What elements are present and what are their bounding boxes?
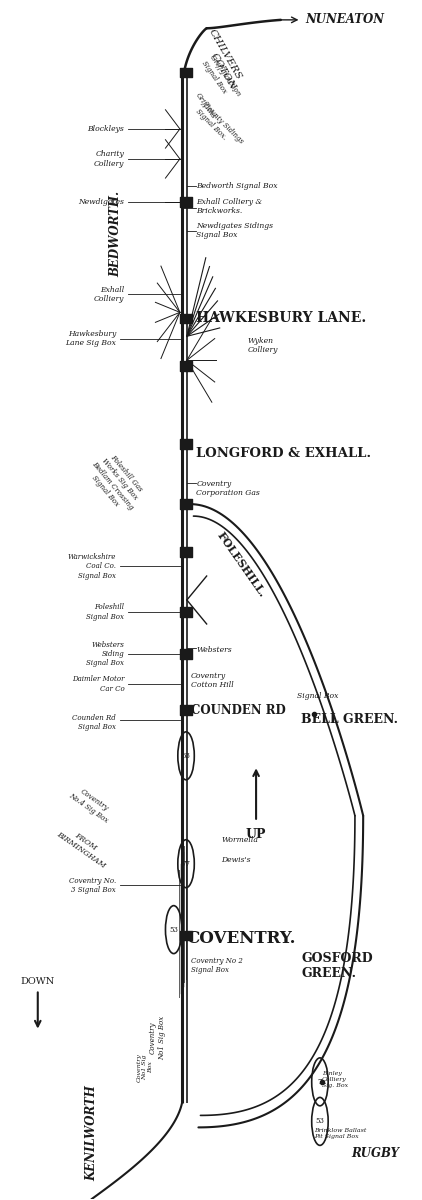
Text: COUNDEN RD: COUNDEN RD — [191, 703, 286, 716]
Text: Coventry
No1 Sig Box: Coventry No1 Sig Box — [149, 1015, 166, 1060]
Text: Websters
Siding
Signal Box: Websters Siding Signal Box — [86, 641, 124, 667]
Text: FOLESHILL.: FOLESHILL. — [215, 529, 268, 599]
Text: Foleshill Gas
Works Sig Box
Bedlam Crossing
Signal Box: Foleshill Gas Works Sig Box Bedlam Cross… — [83, 448, 149, 517]
Text: Wyken
Colliery: Wyken Colliery — [248, 337, 278, 354]
Text: Coventry
No1 Sig
Box: Coventry No1 Sig Box — [137, 1054, 153, 1082]
Text: FROM
BIRMINGHAM: FROM BIRMINGHAM — [54, 822, 112, 869]
Text: NUNEATON: NUNEATON — [306, 13, 384, 26]
Text: Griff Junction
Signal Box: Griff Junction Signal Box — [200, 54, 242, 103]
Text: Charity
Colliery: Charity Colliery — [94, 150, 124, 168]
Text: Coventry
No.4 Sig Box: Coventry No.4 Sig Box — [68, 784, 115, 824]
Text: Warwickshire
Coal Co.
Signal Box: Warwickshire Coal Co. Signal Box — [68, 553, 116, 580]
Text: Coventry
Corporation Gas: Coventry Corporation Gas — [196, 480, 260, 497]
Text: Coventry
Cotton Hill: Coventry Cotton Hill — [191, 672, 234, 689]
Text: Brinklow Ballast
Pit Signal Box: Brinklow Ballast Pit Signal Box — [314, 1128, 366, 1139]
Text: BEDWORTH.: BEDWORTH. — [110, 191, 122, 277]
Text: Binley
Colliery
Sig. Box: Binley Colliery Sig. Box — [322, 1072, 348, 1087]
Text: Bedworth Signal Box: Bedworth Signal Box — [196, 182, 278, 191]
Text: Griffiths: Griffiths — [193, 91, 217, 121]
Text: Counden Rd
Signal Box: Counden Rd Signal Box — [72, 714, 116, 731]
Text: Daimler Motor
Car Co: Daimler Motor Car Co — [72, 676, 124, 692]
Text: 63: 63 — [181, 752, 190, 760]
Text: Websters: Websters — [196, 647, 232, 654]
Text: County Sidings
Signal Box.: County Sidings Signal Box. — [194, 101, 245, 151]
Text: Blockleys: Blockleys — [87, 125, 124, 133]
Text: CHILVERS: CHILVERS — [207, 28, 243, 82]
Text: 53: 53 — [316, 1117, 325, 1126]
Text: 77: 77 — [181, 859, 191, 868]
Text: Signal Box: Signal Box — [297, 692, 338, 700]
Text: UP: UP — [246, 828, 266, 841]
Text: Newdigates Sidings
Signal Box: Newdigates Sidings Signal Box — [196, 222, 273, 240]
Text: Wormella: Wormella — [221, 835, 258, 844]
Text: 7: 7 — [318, 1078, 322, 1086]
Text: Exhall Colliery &
Brickworks.: Exhall Colliery & Brickworks. — [196, 198, 262, 216]
Text: KENILWORTH: KENILWORTH — [85, 1086, 98, 1181]
Text: 53: 53 — [169, 925, 178, 934]
Text: Coventry No 2
Signal Box: Coventry No 2 Signal Box — [191, 956, 243, 974]
Text: GOSFORD
GREEN.: GOSFORD GREEN. — [301, 952, 373, 979]
Text: HAWKESBURY LANE.: HAWKESBURY LANE. — [196, 311, 367, 325]
Text: LONGFORD & EXHALL.: LONGFORD & EXHALL. — [196, 448, 371, 461]
Text: RUGBY: RUGBY — [351, 1147, 399, 1160]
Text: Exhall
Colliery: Exhall Colliery — [94, 286, 124, 302]
Text: Hawkesbury
Lane Sig Box: Hawkesbury Lane Sig Box — [65, 330, 116, 347]
Text: Coventry No.
3 Signal Box: Coventry No. 3 Signal Box — [69, 877, 116, 894]
Text: Dewis's: Dewis's — [221, 856, 251, 864]
Text: Newdigates: Newdigates — [78, 198, 124, 206]
Text: COTON.: COTON. — [209, 52, 238, 94]
Text: Foleshill
Signal Box: Foleshill Signal Box — [86, 604, 124, 620]
Text: DOWN: DOWN — [21, 977, 55, 986]
Text: BELL GREEN.: BELL GREEN. — [301, 713, 398, 726]
Text: COVENTRY.: COVENTRY. — [186, 930, 295, 947]
